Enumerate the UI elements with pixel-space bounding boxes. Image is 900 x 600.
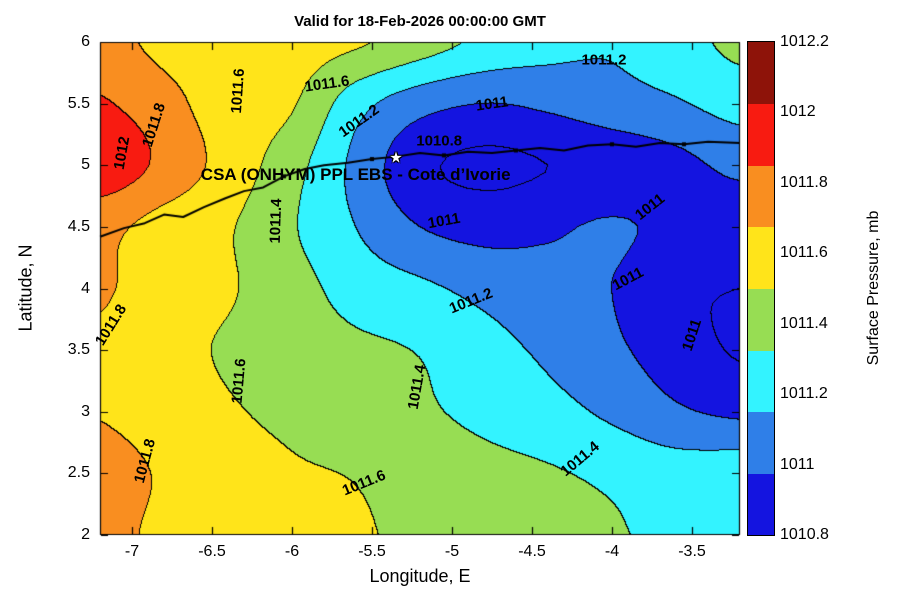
colorbar-tick-label: 1011.4 xyxy=(780,314,828,332)
colorbar-frame xyxy=(747,41,775,536)
plot-title: Valid for 18-Feb-2026 00:00:00 GMT xyxy=(294,13,546,30)
x-tick-label: -6 xyxy=(284,543,300,560)
y-tick-label: 5 xyxy=(81,156,90,174)
y-tick-label: 4 xyxy=(81,279,90,297)
x-tick-label: -5 xyxy=(444,543,460,560)
colorbar-segment xyxy=(748,226,774,290)
y-tick-label: 2 xyxy=(81,526,90,543)
x-tick-label: -5.5 xyxy=(358,543,386,560)
contour-line-label: 1011.6 xyxy=(227,68,248,115)
station-star-icon: ★ xyxy=(389,149,403,167)
colorbar-tick-label: 1010.8 xyxy=(780,526,829,543)
colorbar-tick-label: 1011.8 xyxy=(780,173,828,191)
x-tick-label: -3.5 xyxy=(678,543,706,560)
colorbar-segment xyxy=(748,350,774,413)
colorbar-segment xyxy=(748,411,774,474)
x-tick-label: -6.5 xyxy=(198,543,226,560)
colorbar-tick-label: 1011.6 xyxy=(780,244,828,262)
contour-line-label: 1010.8 xyxy=(416,132,463,150)
x-tick-label: -4.5 xyxy=(518,543,546,560)
colorbar-segment xyxy=(748,288,774,351)
y-tick-label: 5.5 xyxy=(67,94,90,112)
contour-line-label: 1011.2 xyxy=(581,51,627,69)
station-annotation: CSA (ONHYM) PPL EBS - Cote d’Ivorie xyxy=(200,165,511,185)
colorbar-tick-label: 1011.2 xyxy=(780,385,828,403)
y-tick-label: 6 xyxy=(81,33,90,50)
x-axis-label: Longitude, E xyxy=(369,566,471,586)
colorbar-tick-label: 1011 xyxy=(780,455,815,473)
colorbar-label: Surface Pressure, mb xyxy=(865,210,882,366)
y-tick-label: 2.5 xyxy=(67,464,90,482)
x-tick-label: -4 xyxy=(604,543,620,560)
contour-line-label: 1011.4 xyxy=(266,197,286,244)
y-tick-label: 4.5 xyxy=(67,217,90,235)
colorbar-segment xyxy=(748,42,774,105)
colorbar-tick-label: 1012 xyxy=(780,103,816,121)
y-tick-label: 3.5 xyxy=(67,341,90,359)
colorbar-segment xyxy=(748,165,774,228)
colorbar-tick-label: 1012.2 xyxy=(780,33,829,50)
colorbar-segment xyxy=(748,473,774,536)
x-tick-label: -7 xyxy=(124,543,140,560)
colorbar-segment xyxy=(748,103,774,166)
y-tick-label: 3 xyxy=(81,402,90,420)
